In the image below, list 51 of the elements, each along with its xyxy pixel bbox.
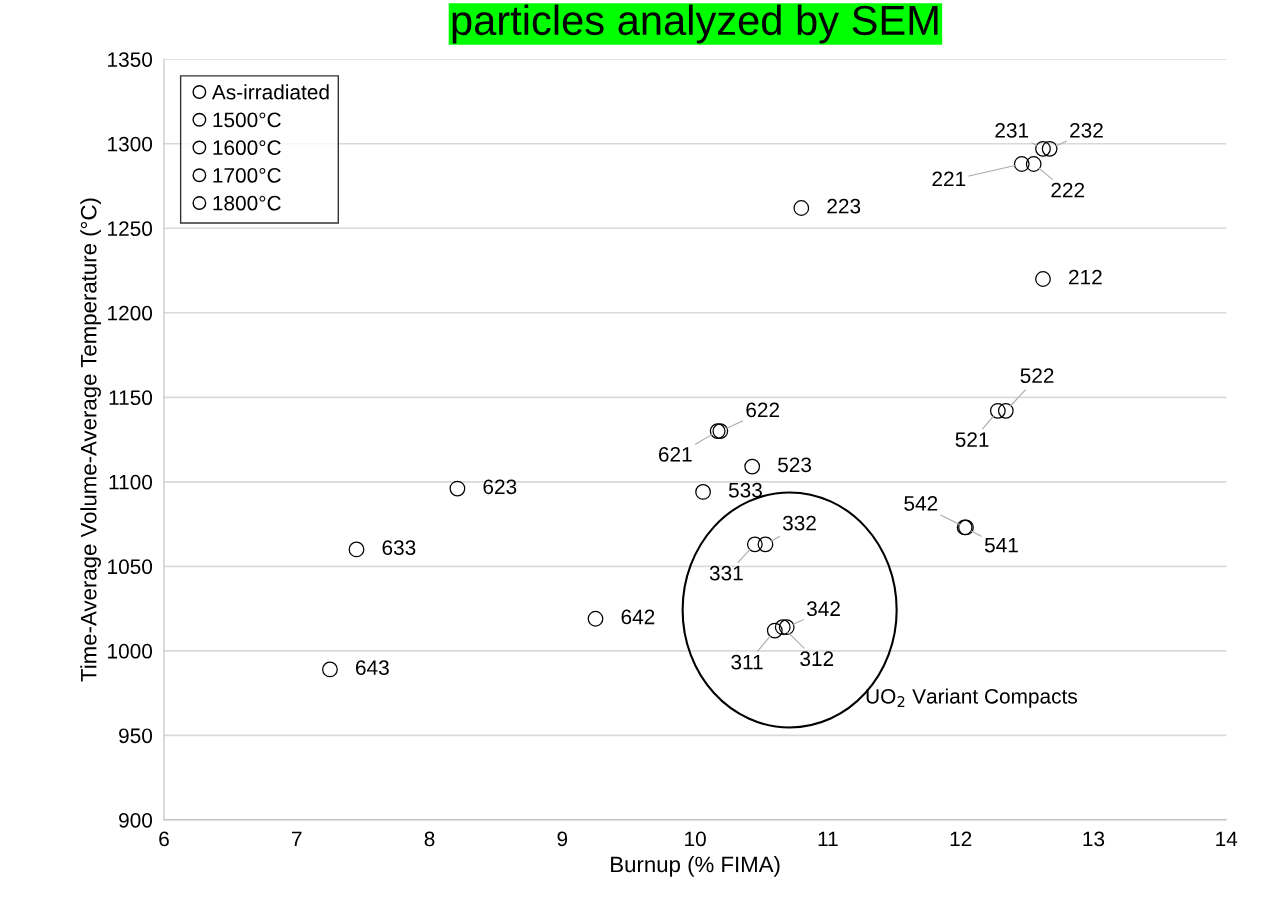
legend-label: 1800°C <box>213 195 281 211</box>
annotation: 622 <box>746 402 780 418</box>
y-tick-label: 950 <box>119 728 153 744</box>
legend-label: 1600°C <box>213 140 281 156</box>
chart-title: particles analyzed by SEM <box>452 4 938 44</box>
y-tick-label: 1350 <box>108 52 153 67</box>
annotation: 332 <box>782 515 816 531</box>
y-tick-label: 1200 <box>108 305 153 321</box>
annotation: 221 <box>932 171 966 187</box>
x-tick-label: 11 <box>818 831 838 847</box>
y-tick-label: 1300 <box>108 136 153 152</box>
annotation: 222 <box>1051 182 1085 198</box>
annotation: 331 <box>709 565 743 581</box>
annotation: 523 <box>778 457 812 473</box>
annotation: 232 <box>1070 122 1103 138</box>
x-axis-title: Burnup (% FIMA) <box>611 855 780 877</box>
x-tick-label: 10 <box>685 831 706 847</box>
annotation: 642 <box>621 609 655 625</box>
x-tick-label: 14 <box>1216 831 1238 847</box>
y-axis-title: Time-Average Volume-Average Temperature (°C) <box>80 198 101 682</box>
annotation: 311 <box>731 654 763 670</box>
annotation: 633 <box>382 540 416 556</box>
annotation: 521 <box>955 432 989 447</box>
annotation: 312 <box>800 651 834 667</box>
x-tick-label: 13 <box>1083 831 1105 847</box>
annotation: 542 <box>904 496 938 511</box>
y-tick-label: 1000 <box>108 643 153 659</box>
y-tick-label: 1150 <box>109 390 153 406</box>
annotation: UO$_{2}$ Variant Compacts <box>866 688 1077 708</box>
annotation: 643 <box>356 660 389 676</box>
annotation: 522 <box>1020 368 1054 384</box>
annotation: 541 <box>984 537 1018 553</box>
annotation: 342 <box>806 601 840 617</box>
y-tick-label: 1250 <box>108 221 153 237</box>
annotation: 231 <box>995 122 1029 138</box>
x-tick-label: 6 <box>159 831 169 847</box>
legend-label: 1500°C <box>213 112 281 128</box>
annotation: 533 <box>728 482 762 498</box>
y-tick-label: 1050 <box>108 559 153 575</box>
annotation: 623 <box>483 479 517 495</box>
legend-label: 1700°C <box>213 168 281 183</box>
x-tick-label: 12 <box>950 831 972 847</box>
annotation: 223 <box>827 198 861 214</box>
x-tick-label: 9 <box>557 831 568 847</box>
annotation: 212 <box>1069 269 1102 285</box>
y-tick-label: 1100 <box>109 474 153 490</box>
y-tick-label: 900 <box>119 812 153 828</box>
annotation: 621 <box>658 446 692 462</box>
x-tick-label: 8 <box>424 831 435 847</box>
x-tick-label: 7 <box>292 831 302 847</box>
legend-label: As-irradiated <box>211 84 329 100</box>
